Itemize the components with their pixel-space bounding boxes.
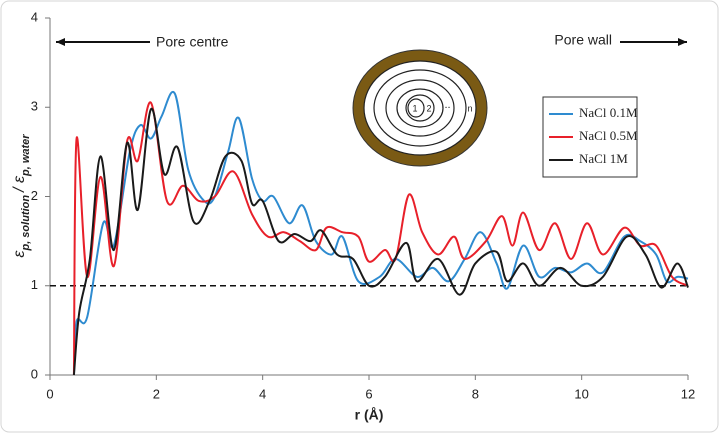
y-label-part: p, water bbox=[20, 134, 32, 177]
x-tick-label: 4 bbox=[259, 386, 266, 401]
inset-label: 1 bbox=[412, 103, 417, 113]
inset-label: 2 bbox=[426, 103, 431, 113]
x-tick-label: 2 bbox=[153, 386, 160, 401]
legend-label: NaCl 0.1M bbox=[579, 105, 638, 120]
annotation: Pore wall bbox=[554, 32, 612, 48]
y-tick-label: 1 bbox=[31, 277, 38, 292]
annotation: Pore centre bbox=[156, 34, 229, 50]
series-line bbox=[72, 108, 689, 376]
y-label-part: ε bbox=[11, 250, 28, 258]
x-tick-label: 10 bbox=[574, 386, 588, 401]
inset-label: n bbox=[467, 103, 472, 113]
series-line bbox=[72, 90, 689, 376]
y-axis-label: εp, solution / εp, water bbox=[11, 134, 32, 258]
y-tick-label: 4 bbox=[31, 9, 38, 24]
legend-label: NaCl 1M bbox=[579, 151, 628, 166]
y-label-part: / ε bbox=[11, 175, 28, 193]
x-tick-label: 6 bbox=[365, 386, 372, 401]
y-tick-label: 2 bbox=[31, 188, 38, 203]
y-tick-label: 0 bbox=[31, 366, 38, 381]
series-line bbox=[72, 101, 689, 376]
x-axis-label: r (Å) bbox=[355, 407, 384, 423]
y-label-part: p, solution bbox=[20, 195, 32, 252]
legend-label: NaCl 0.5M bbox=[579, 128, 638, 143]
x-tick-label: 8 bbox=[472, 386, 479, 401]
x-tick-label: 0 bbox=[46, 386, 53, 401]
inset-label: ... bbox=[441, 99, 450, 111]
y-tick-label: 3 bbox=[31, 99, 38, 114]
x-tick-label: 12 bbox=[681, 386, 695, 401]
pore-diagram bbox=[352, 49, 488, 167]
